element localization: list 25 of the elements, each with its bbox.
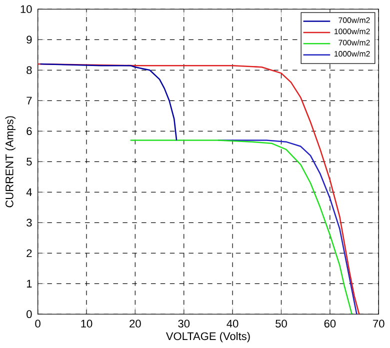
x-axis-title: VOLTAGE (Volts) bbox=[166, 332, 250, 342]
y-tick-label: 7 bbox=[26, 97, 32, 105]
y-tick-label: 6 bbox=[26, 128, 32, 136]
x-tick-label: 60 bbox=[324, 320, 336, 328]
x-tick-label: 20 bbox=[130, 320, 141, 328]
y-axis-title: CURRENT (Amps) bbox=[5, 116, 16, 208]
y-tick-label: 2 bbox=[26, 250, 32, 258]
line-series bbox=[38, 64, 360, 314]
x-tick-label: 50 bbox=[276, 320, 287, 328]
y-tick-label: 3 bbox=[26, 219, 32, 227]
line-series bbox=[130, 140, 352, 314]
x-tick-label: 40 bbox=[226, 320, 238, 328]
y-tick-label: 10 bbox=[20, 5, 32, 14]
line-series bbox=[40, 64, 178, 142]
x-tick-label: 70 bbox=[373, 320, 384, 328]
line-series bbox=[217, 140, 358, 314]
x-tick-label: 0 bbox=[35, 320, 40, 328]
y-tick-label: 9 bbox=[26, 36, 32, 44]
x-tick-label: 30 bbox=[178, 320, 190, 328]
y-tick-label: 5 bbox=[26, 158, 32, 166]
y-tick-label: 1 bbox=[26, 280, 32, 288]
y-tick-label: 0 bbox=[26, 310, 32, 318]
y-tick-label: 4 bbox=[26, 188, 32, 196]
x-tick-label: 10 bbox=[81, 320, 92, 328]
y-tick-label: 8 bbox=[26, 66, 32, 74]
